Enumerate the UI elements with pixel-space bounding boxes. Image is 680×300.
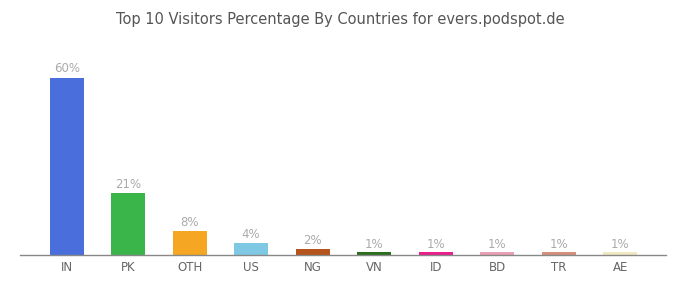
Bar [234, 243, 268, 255]
Bar [480, 252, 514, 255]
Text: 1%: 1% [365, 238, 384, 250]
Text: 4%: 4% [242, 228, 260, 241]
Text: 21%: 21% [115, 178, 141, 190]
Text: 1%: 1% [426, 238, 445, 250]
Text: Top 10 Visitors Percentage By Countries for evers.podspot.de: Top 10 Visitors Percentage By Countries … [116, 12, 564, 27]
Bar [296, 249, 330, 255]
Text: 2%: 2% [303, 234, 322, 247]
Bar [419, 252, 453, 255]
Text: 60%: 60% [54, 62, 80, 75]
Bar [603, 252, 637, 255]
Bar [112, 193, 145, 255]
Text: 8%: 8% [180, 216, 199, 229]
Text: 1%: 1% [488, 238, 507, 250]
Bar [50, 78, 84, 255]
Bar [357, 252, 391, 255]
Bar [542, 252, 575, 255]
Bar [173, 231, 207, 255]
Text: 1%: 1% [549, 238, 568, 250]
Text: 1%: 1% [611, 238, 630, 250]
